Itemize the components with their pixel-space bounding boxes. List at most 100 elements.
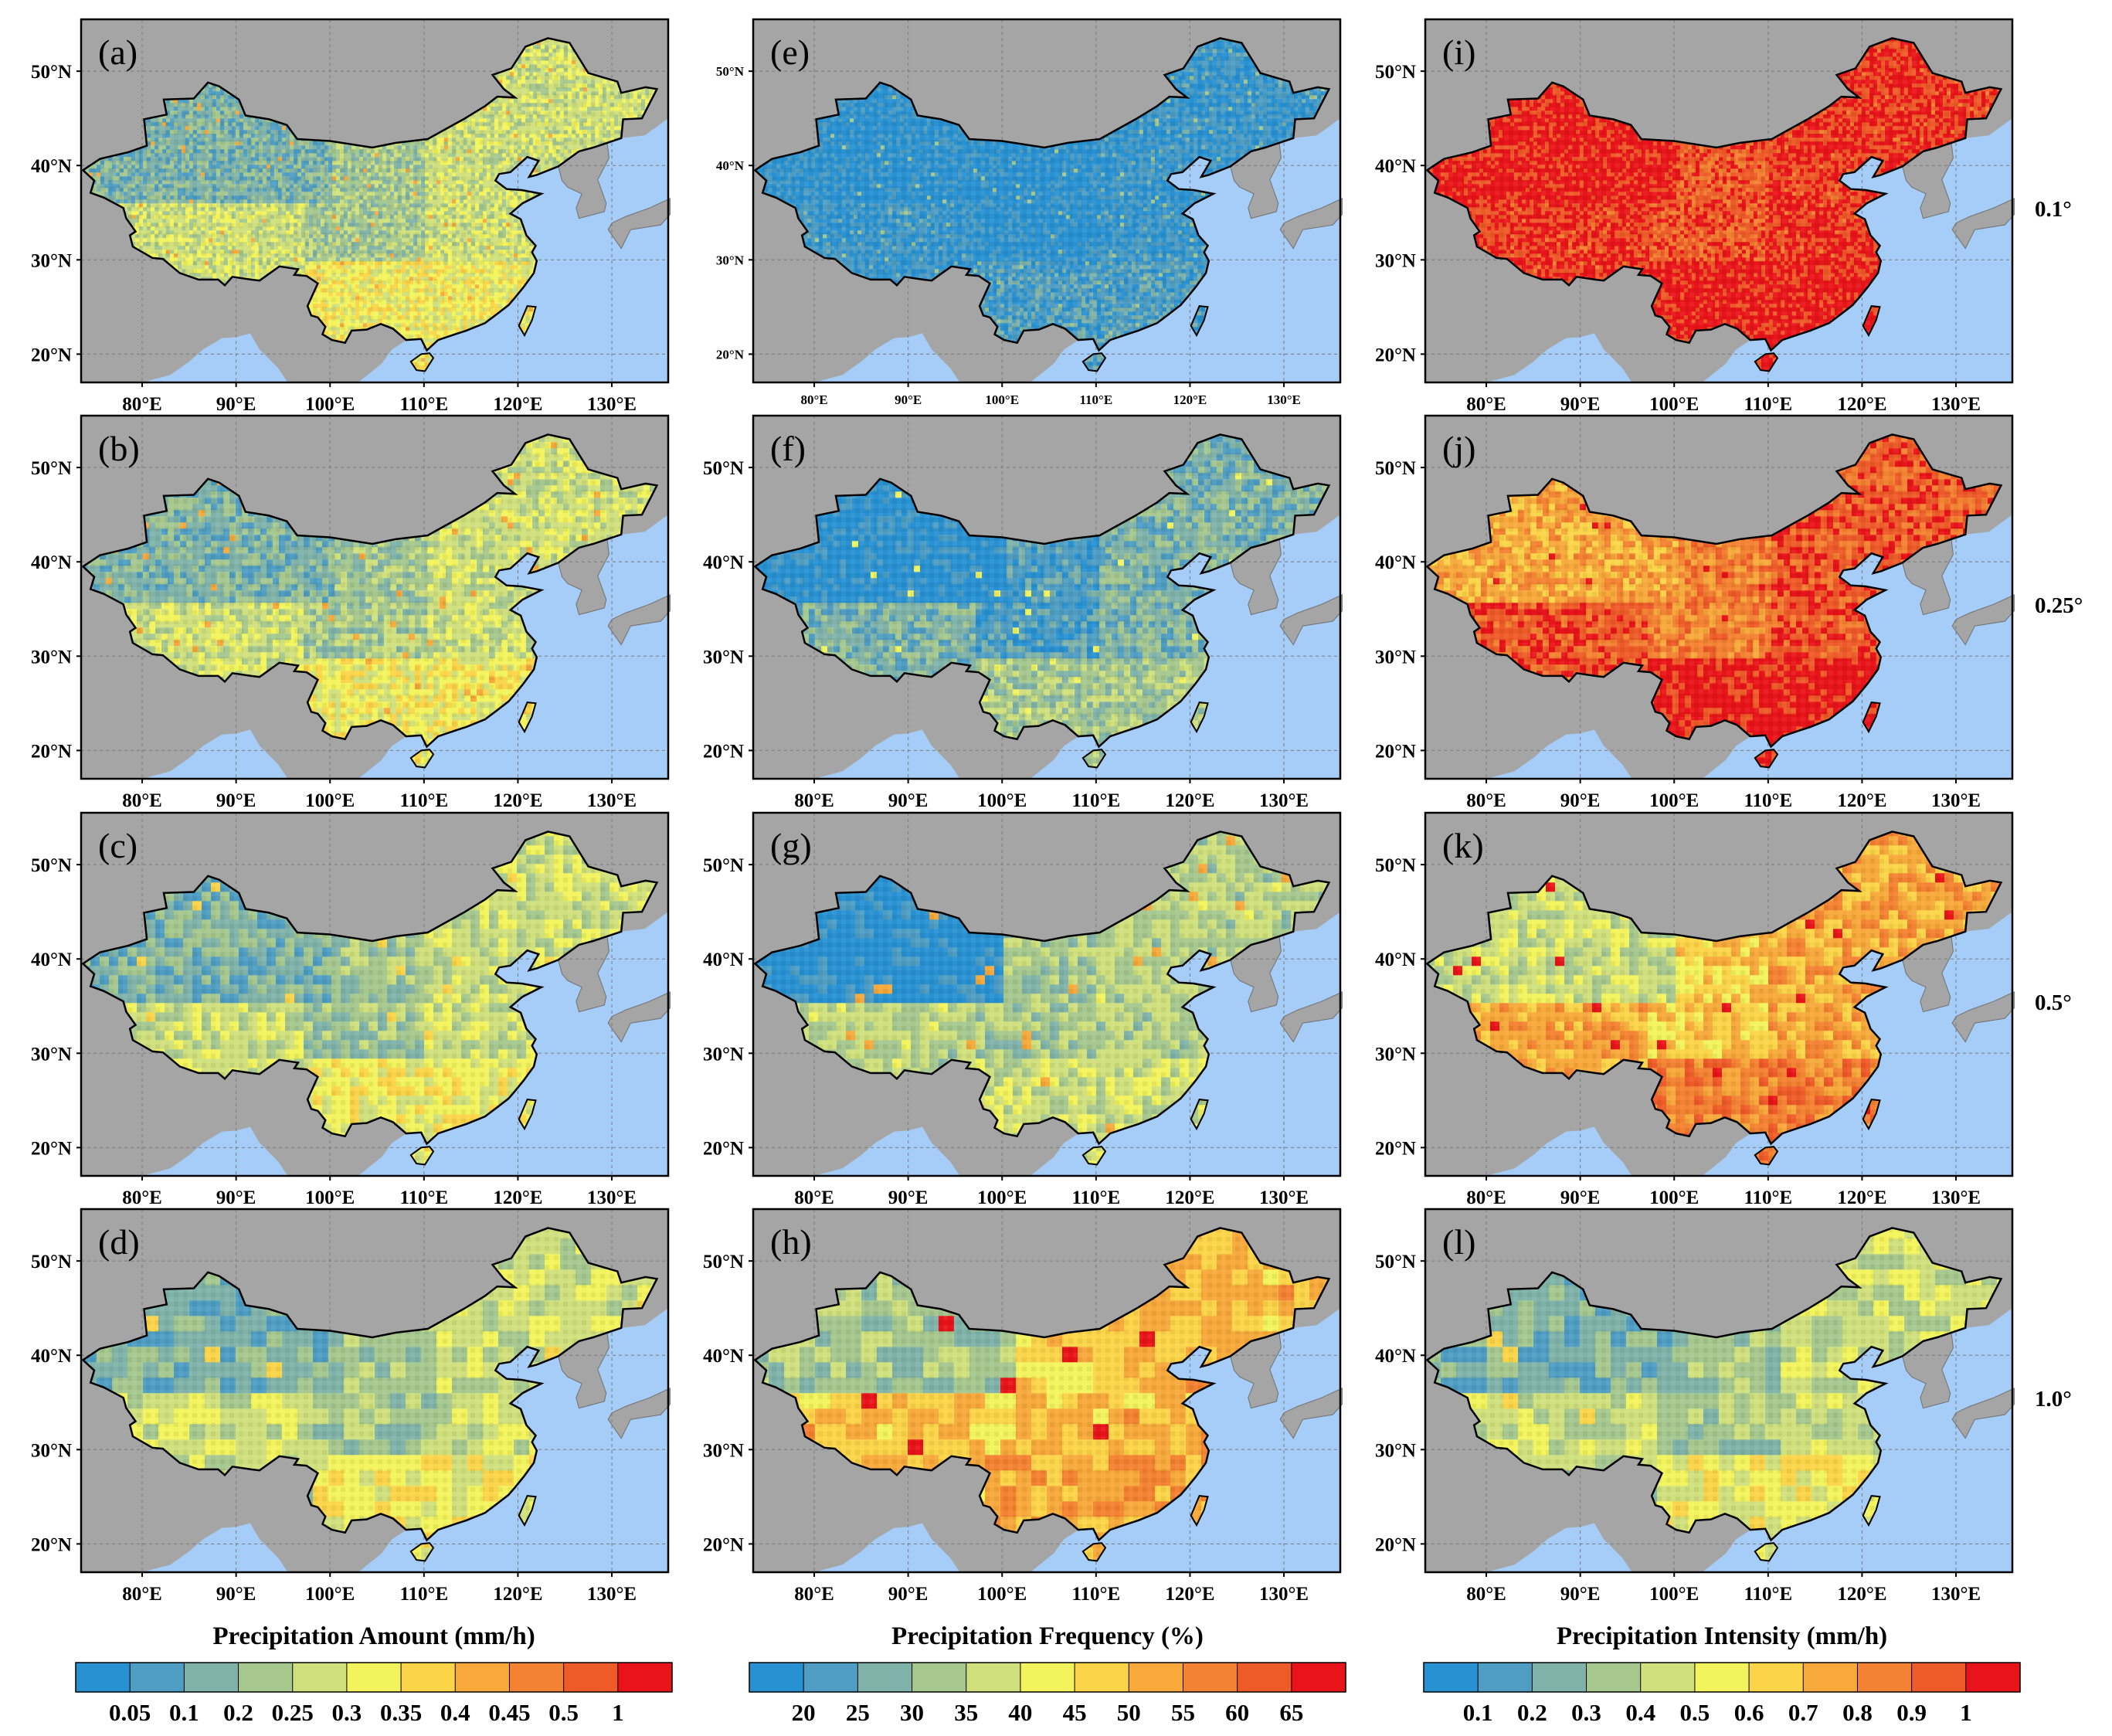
colorbar-tick-label: 65: [1279, 1699, 1303, 1726]
lon-tick-label: 130°E: [1259, 790, 1309, 811]
lon-tick-label: 120°E: [493, 394, 542, 415]
lon-tick-label: 80°E: [122, 394, 162, 415]
lon-tick-label: 110°E: [1071, 1187, 1120, 1208]
colorbar-tick-label: 0.8: [1842, 1699, 1873, 1726]
colorbar-tick-label: 0.4: [440, 1699, 470, 1726]
lat-tick-label: 20°N: [31, 345, 72, 365]
colorbar-swatch: [509, 1663, 564, 1692]
lat-tick-label: 30°N: [1375, 647, 1416, 668]
lon-tick-label: 90°E: [1560, 394, 1601, 415]
colorbar-swatch: [1803, 1663, 1858, 1692]
lon-tick-label: 100°E: [305, 790, 355, 811]
lon-tick-label: 100°E: [1649, 1187, 1699, 1208]
lon-tick-label: 110°E: [399, 790, 448, 811]
colorbar-tick-label: 30: [900, 1699, 924, 1726]
lat-tick-label: 30°N: [703, 1044, 744, 1065]
lat-tick-label: 50°N: [31, 1252, 72, 1272]
lat-tick-label: 40°N: [703, 950, 744, 970]
map-panel-d: (d)50°N40°N30°N20°N80°E 90°E 100°E 110°E 120…: [31, 1209, 670, 1605]
map-panel-b: (b)50°N40°N30°N20°N80°E 90°E 100°E 110°E 120…: [31, 416, 670, 811]
lon-tick-label: 80°E: [794, 790, 834, 811]
colorbar-swatch: [293, 1663, 348, 1692]
lat-tick-label: 40°N: [1375, 156, 1416, 177]
resolution-label-1: 0.25°: [2035, 593, 2083, 618]
lat-tick-label: 30°N: [1375, 1044, 1416, 1065]
panel-label: (i): [1442, 32, 1475, 72]
lat-tick-label: 20°N: [31, 741, 72, 762]
colorbar-swatch: [1075, 1663, 1129, 1692]
lon-tick-label: 90°E: [888, 1584, 929, 1605]
colorbar-title: Precipitation Intensity (mm/h): [1557, 1622, 1887, 1650]
panel-label: (d): [98, 1222, 140, 1262]
lon-tick-label: 90°E: [216, 1187, 256, 1208]
colorbar-tick-label: 50: [1117, 1699, 1141, 1726]
lon-tick-label: 90°E: [1560, 1187, 1601, 1208]
lon-tick-label: 80°E: [1466, 394, 1506, 415]
lon-tick-label: 110°E: [399, 394, 448, 415]
colorbar-tick-label: 0.2: [223, 1699, 253, 1726]
lon-tick-label: 110°E: [399, 1584, 448, 1605]
colorbar-2: Precipitation Intensity (mm/h)0.1 0.2 0.3 0…: [1424, 1622, 2021, 1726]
lon-tick-label: 80°E: [1466, 790, 1506, 811]
lat-tick-label: 30°N: [703, 1440, 744, 1461]
lat-tick-label: 30°N: [31, 647, 72, 668]
lat-tick-label: 40°N: [31, 156, 72, 177]
colorbar-swatch: [1020, 1663, 1075, 1692]
lon-tick-label: 110°E: [1079, 392, 1112, 407]
lon-tick-label: 80°E: [1466, 1187, 1506, 1208]
colorbar-swatch: [618, 1663, 673, 1692]
lat-tick-label: 20°N: [1375, 1138, 1416, 1159]
panel-label: (l): [1442, 1222, 1475, 1262]
colorbar-swatch: [912, 1663, 967, 1692]
colorbar-tick-label: 0.3: [332, 1699, 362, 1726]
panel-label: (g): [770, 826, 812, 865]
colorbar-tick-label: 0.5: [1680, 1699, 1710, 1726]
colorbars: Precipitation Amount (mm/h)0.05 0.1 0.2 0.2…: [76, 1622, 2021, 1726]
colorbar-tick-label: 0.9: [1896, 1699, 1927, 1726]
colorbar-tick-label: 0.5: [548, 1699, 579, 1726]
lon-tick-label: 80°E: [122, 1187, 162, 1208]
colorbar-tick-label: 0.1: [169, 1699, 199, 1726]
colorbar-swatch: [1587, 1663, 1642, 1692]
colorbar-0: Precipitation Amount (mm/h)0.05 0.1 0.2 0.2…: [76, 1622, 673, 1726]
colorbar-tick-label: 0.05: [109, 1699, 151, 1726]
colorbar-swatch: [564, 1663, 619, 1692]
lon-tick-label: 100°E: [1649, 1584, 1699, 1605]
lon-tick-label: 80°E: [800, 392, 827, 407]
lon-tick-label: 100°E: [977, 1584, 1027, 1605]
colorbar-title: Precipitation Amount (mm/h): [212, 1622, 535, 1650]
colorbar-swatch: [966, 1663, 1021, 1692]
colorbar-tick-label: 0.3: [1571, 1699, 1601, 1726]
lon-tick-label: 100°E: [1649, 790, 1699, 811]
lon-tick-label: 110°E: [1744, 1187, 1792, 1208]
colorbar-tick-label: 0.35: [380, 1699, 422, 1726]
map-panel-c: (c)50°N40°N30°N20°N80°E 90°E 100°E 110°E 120…: [31, 813, 675, 1208]
panel-label: (f): [770, 429, 806, 468]
lon-tick-label: 110°E: [1744, 394, 1792, 415]
resolution-labels: 0.1°0.25°0.5°1.0°: [2035, 197, 2083, 1412]
lat-tick-label: 50°N: [1375, 62, 1416, 83]
resolution-label-2: 0.5°: [2035, 990, 2072, 1015]
lon-tick-label: 130°E: [1931, 394, 1981, 415]
colorbar-swatch: [1749, 1663, 1804, 1692]
lat-tick-label: 50°N: [31, 458, 72, 479]
map-panel-e: (e)50°N40°N30°N20°N80°E 90°E 100°E 110°E 120…: [716, 19, 1342, 407]
lon-tick-label: 110°E: [1071, 1584, 1120, 1605]
lat-tick-label: 30°N: [1375, 250, 1416, 271]
panel-label: (h): [770, 1222, 812, 1262]
colorbar-tick-label: 1: [612, 1699, 624, 1726]
lat-tick-label: 20°N: [703, 741, 744, 762]
colorbar-tick-label: 55: [1171, 1699, 1195, 1726]
lon-tick-label: 110°E: [1744, 1584, 1792, 1605]
lon-tick-label: 80°E: [794, 1187, 834, 1208]
lon-tick-label: 100°E: [305, 394, 355, 415]
colorbar-swatch: [1478, 1663, 1533, 1692]
lat-tick-label: 30°N: [1375, 1440, 1416, 1461]
lon-tick-label: 100°E: [977, 1187, 1027, 1208]
lon-tick-label: 90°E: [888, 1187, 929, 1208]
lon-tick-label: 90°E: [216, 394, 256, 415]
lat-tick-label: 40°N: [1375, 950, 1416, 970]
lat-tick-label: 40°N: [703, 1346, 744, 1367]
lat-tick-label: 50°N: [1375, 855, 1416, 876]
